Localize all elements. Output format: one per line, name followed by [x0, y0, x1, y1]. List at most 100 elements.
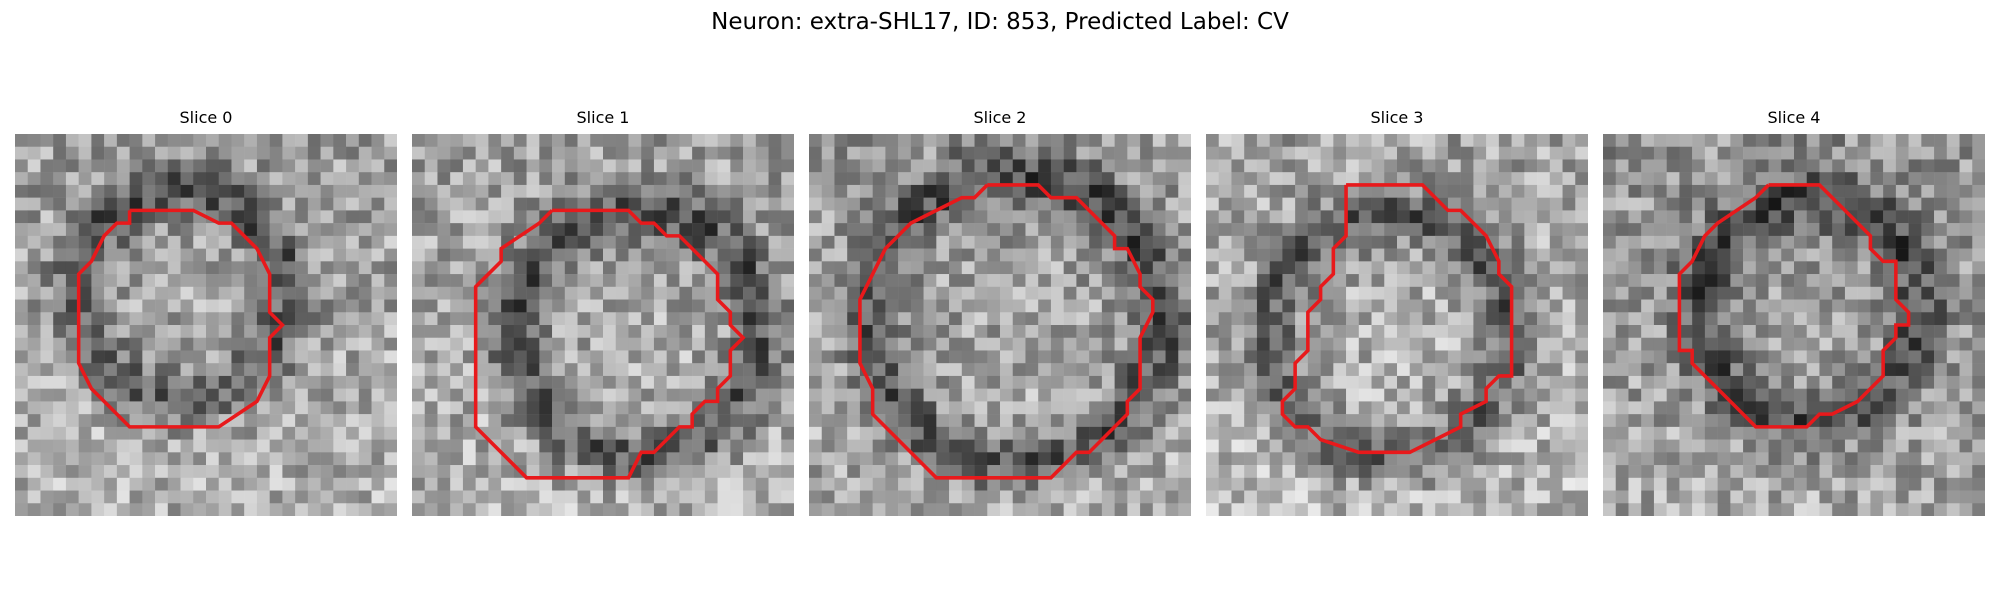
image-pixel	[653, 159, 667, 173]
image-pixel	[501, 299, 515, 313]
image-pixel	[206, 248, 219, 262]
image-pixel	[1384, 337, 1398, 351]
image-pixel	[180, 312, 194, 326]
image-pixel	[155, 414, 169, 428]
image-pixel	[898, 312, 912, 326]
image-pixel	[1819, 261, 1833, 275]
image-pixel	[834, 401, 848, 415]
image-pixel	[847, 426, 861, 440]
image-pixel	[1562, 134, 1576, 147]
image-pixel	[768, 465, 782, 479]
image-pixel	[1000, 350, 1013, 364]
image-pixel	[936, 184, 950, 198]
image-pixel	[1140, 363, 1154, 377]
slice-image	[15, 134, 397, 516]
image-pixel	[781, 503, 794, 516]
image-pixel	[1908, 184, 1922, 198]
image-pixel	[1076, 477, 1090, 491]
image-pixel	[1178, 172, 1191, 186]
image-pixel	[1615, 261, 1629, 275]
image-pixel	[437, 452, 451, 466]
image-pixel	[256, 299, 270, 313]
image-pixel	[384, 401, 397, 415]
image-pixel	[526, 146, 540, 160]
image-pixel	[1244, 312, 1258, 326]
image-pixel	[1883, 477, 1897, 491]
image-pixel	[1282, 210, 1296, 224]
image-pixel	[424, 184, 438, 198]
image-pixel	[1794, 388, 1807, 402]
image-pixel	[974, 401, 988, 415]
image-pixel	[1460, 235, 1474, 249]
image-pixel	[552, 197, 566, 211]
image-pixel	[1755, 465, 1769, 479]
image-pixel	[320, 312, 334, 326]
image-pixel	[1000, 159, 1013, 173]
image-pixel	[768, 261, 782, 275]
image-pixel	[1844, 134, 1858, 147]
image-pixel	[1165, 388, 1179, 402]
image-pixel	[244, 363, 258, 377]
image-pixel	[1666, 388, 1680, 402]
image-pixel	[1435, 172, 1449, 186]
image-pixel	[1244, 235, 1258, 249]
image-pixel	[256, 172, 270, 186]
image-pixel	[27, 248, 41, 262]
image-pixel	[1653, 503, 1667, 516]
image-pixel	[1295, 299, 1309, 313]
image-pixel	[1768, 452, 1782, 466]
image-pixel	[974, 477, 988, 491]
image-pixel	[129, 172, 143, 186]
image-pixel	[53, 452, 67, 466]
image-pixel	[743, 414, 757, 428]
image-pixel	[1127, 477, 1141, 491]
image-pixel	[768, 286, 782, 300]
image-pixel	[1870, 146, 1884, 160]
image-pixel	[244, 184, 258, 198]
image-pixel	[1333, 477, 1347, 491]
image-pixel	[1346, 134, 1360, 147]
image-pixel	[206, 388, 219, 402]
image-pixel	[104, 452, 118, 466]
image-pixel	[1409, 490, 1423, 504]
image-pixel	[834, 350, 848, 364]
image-pixel	[1307, 184, 1321, 198]
image-pixel	[666, 401, 680, 415]
image-pixel	[1819, 146, 1833, 160]
image-pixel	[27, 261, 41, 275]
image-pixel	[781, 134, 794, 147]
image-pixel	[116, 490, 130, 504]
image-pixel	[450, 248, 464, 262]
image-pixel	[358, 503, 372, 516]
image-pixel	[1946, 325, 1960, 338]
image-pixel	[1371, 172, 1385, 186]
image-pixel	[603, 197, 616, 211]
image-pixel	[1101, 363, 1115, 377]
image-pixel	[603, 426, 616, 440]
image-pixel	[1063, 312, 1077, 326]
image-pixel	[1165, 197, 1179, 211]
image-pixel	[1819, 274, 1833, 288]
image-pixel	[730, 159, 744, 173]
image-pixel	[641, 223, 655, 237]
image-pixel	[1653, 452, 1667, 466]
image-pixel	[244, 477, 258, 491]
image-pixel	[961, 490, 975, 504]
image-pixel	[1844, 337, 1858, 351]
image-pixel	[1704, 363, 1718, 377]
image-pixel	[206, 299, 219, 313]
image-pixel	[1946, 503, 1960, 516]
image-pixel	[1473, 261, 1487, 275]
image-pixel	[1717, 223, 1731, 237]
image-pixel	[1603, 248, 1616, 262]
image-pixel	[1870, 452, 1884, 466]
image-pixel	[1447, 312, 1461, 326]
image-pixel	[847, 363, 861, 377]
image-pixel	[91, 337, 105, 351]
image-pixel	[1397, 134, 1410, 147]
image-pixel	[692, 261, 706, 275]
image-pixel	[320, 401, 334, 415]
image-pixel	[1781, 375, 1795, 389]
image-pixel	[859, 312, 873, 326]
image-pixel	[1435, 388, 1449, 402]
